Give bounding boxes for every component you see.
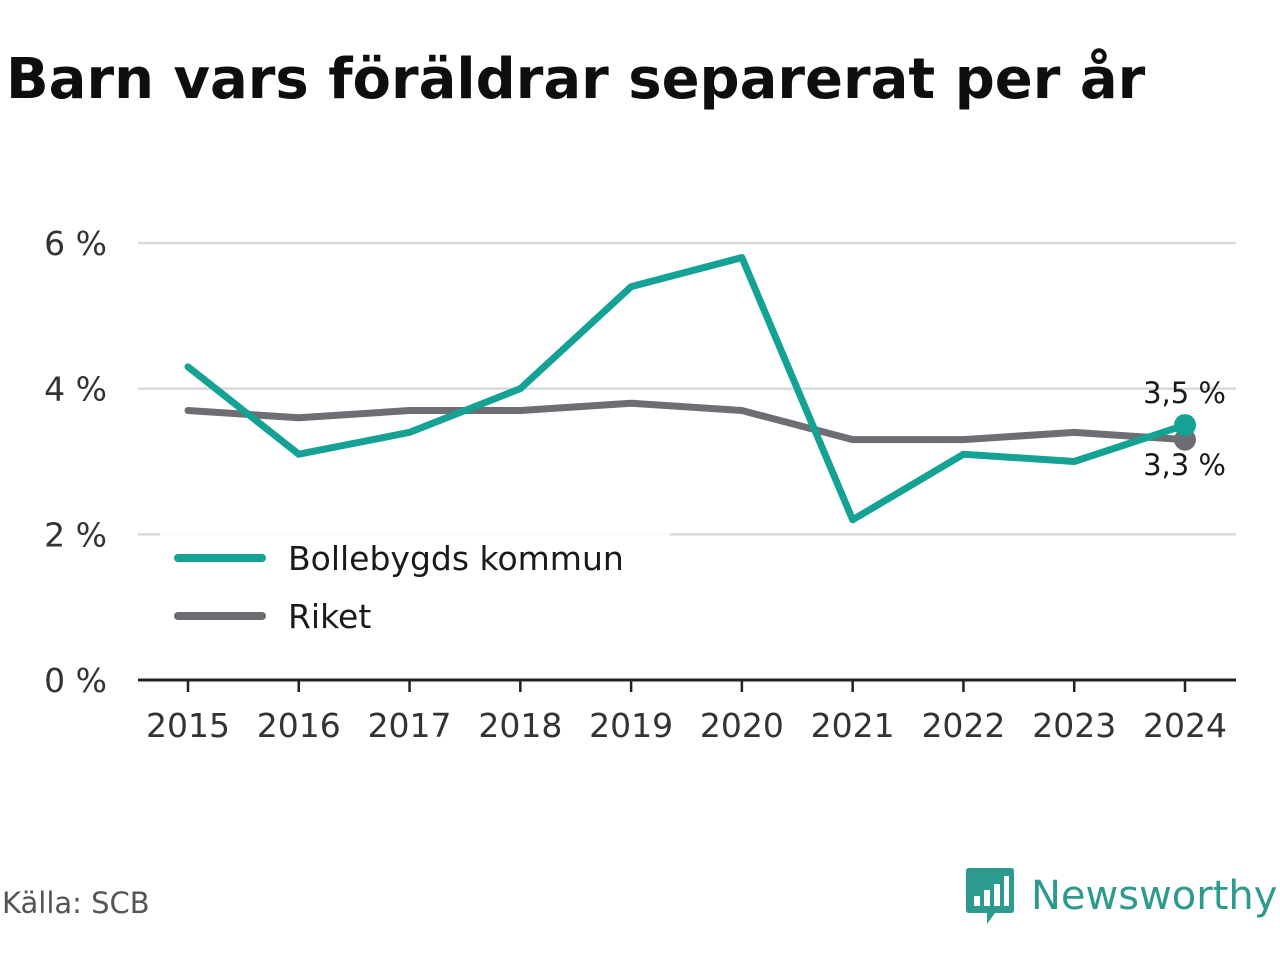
- legend-background: [160, 528, 670, 646]
- legend-label: Riket: [288, 597, 371, 636]
- series-line: [184, 399, 1189, 444]
- legend-label: Bollebygds kommun: [288, 539, 624, 578]
- newsworthy-logo-icon: [966, 868, 1014, 924]
- x-tick-label: 2019: [589, 706, 673, 745]
- series-lines: [184, 254, 1196, 524]
- x-axis: 2015 2016 2017 2018 2019 2020 2021 2022 2023 2024: [138, 678, 1236, 745]
- brand-name: Newsworthy: [1031, 873, 1278, 919]
- x-tick-label: 2020: [700, 706, 784, 745]
- y-tick-label: 0 %: [44, 661, 107, 700]
- x-tick-label: 2024: [1143, 706, 1227, 745]
- end-value-label: 3,5 %: [1143, 376, 1226, 410]
- brand-logo: Newsworthy: [965, 864, 1277, 928]
- end-value-label: 3,3 %: [1143, 448, 1226, 482]
- chart-title: Barn vars föräldrar separerat per år: [6, 47, 1146, 112]
- x-tick-label: 2016: [257, 706, 341, 745]
- series-end-point: [1174, 414, 1196, 437]
- y-tick-label: 6 %: [44, 224, 107, 263]
- y-tick-label: 2 %: [44, 515, 107, 554]
- x-tick-label: 2017: [368, 706, 452, 745]
- source-note: Källa: SCB: [2, 886, 150, 920]
- x-tick-label: 2015: [146, 706, 230, 745]
- x-tick-label: 2021: [811, 706, 895, 745]
- x-tick-label: 2018: [478, 706, 562, 745]
- end-value-labels: 3,5 % 3,3 %: [1143, 376, 1226, 482]
- x-tick-label: 2022: [921, 706, 1005, 745]
- series-line: [184, 254, 1189, 524]
- y-axis-tick-labels: 0 % 2 % 4 % 6 %: [44, 224, 107, 700]
- y-tick-label: 4 %: [44, 370, 107, 409]
- x-tick-label: 2023: [1032, 706, 1116, 745]
- legend: Bollebygds kommun Riket: [160, 528, 670, 646]
- gridlines: [138, 241, 1236, 536]
